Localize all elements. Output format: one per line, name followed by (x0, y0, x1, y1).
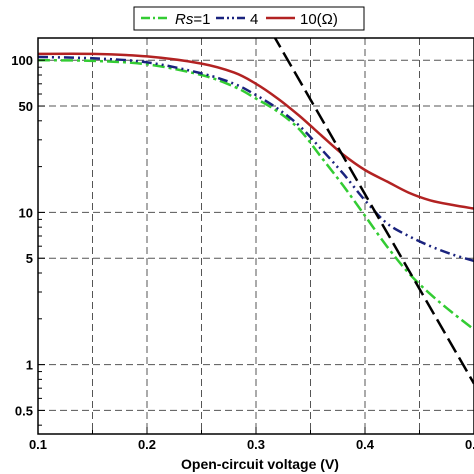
legend-rs-prefix: Rs (175, 11, 194, 28)
x-axis-title: Open-circuit voltage (V) (181, 456, 339, 472)
x-tick-label: 0.1 (29, 437, 47, 452)
x-tick-label: 0.2 (138, 437, 156, 452)
series-lines (38, 38, 474, 385)
y-tick-label: 50 (19, 99, 33, 114)
legend-label-rs1: Rs=1 (175, 11, 210, 28)
y-tick-label: 10 (19, 205, 33, 220)
series-line-3 (273, 38, 474, 385)
tick-labels: 0.1 0.2 0.3 0.4 0.5 100 50 10 5 1 0.5 (11, 53, 474, 452)
legend-label-rs4: 4 (250, 11, 258, 28)
y-tick-label: 100 (11, 53, 33, 68)
legend-label-rs10: 10(Ω) (300, 11, 338, 28)
grid-lines (37, 38, 474, 434)
y-tick-label: 1 (26, 358, 33, 373)
x-tick-label: 0.3 (247, 437, 265, 452)
legend-box (133, 6, 365, 31)
y-tick-label: 0.5 (15, 403, 33, 418)
x-tick-label: 0.4 (356, 437, 375, 452)
y-tick-label: 5 (26, 251, 33, 266)
series-line-1 (38, 55, 474, 263)
legend: Rs=1 4 10(Ω) (133, 6, 365, 31)
series-line-2 (38, 52, 474, 210)
series-line-0 (38, 58, 474, 331)
x-tick-label: 0.5 (465, 437, 474, 452)
legend-rs1-value: =1 (193, 11, 210, 28)
